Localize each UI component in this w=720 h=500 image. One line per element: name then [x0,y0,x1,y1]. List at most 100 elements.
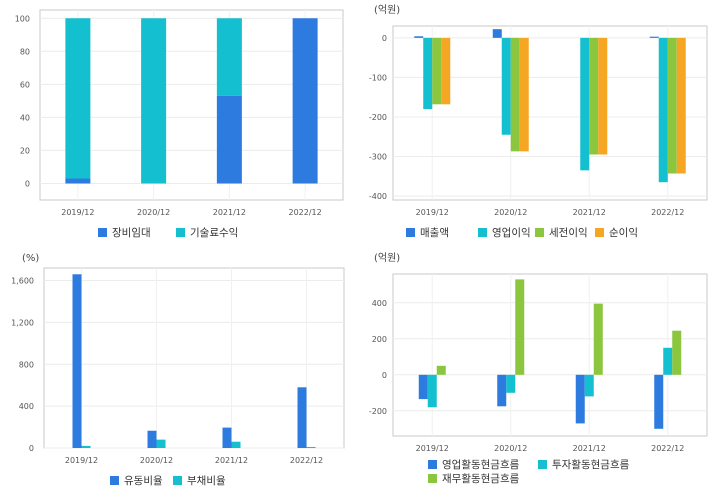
chart-ratios: (%) 0 400 800 1,200 1,600 2019/12 2020/12 2021/… [0,248,360,496]
y-tick-label: -100 [369,73,387,82]
bar [501,37,511,135]
legend-swatch [406,228,415,237]
bar [589,37,599,155]
bar [81,445,91,448]
legend-swatch [428,474,437,483]
x-tick-label: 2021/12 [573,208,606,217]
bar [222,427,232,448]
y-tick-label: 40 [20,113,30,122]
unit-label: (억원) [374,4,400,16]
bar [147,430,157,448]
legend-swatch [535,228,544,237]
chart-revenue-composition: 0 20 40 60 80 100 2019/12 2020/12 2021/12 2022/12… [0,0,360,248]
chart-svg: 0 20 40 60 80 100 2019/12 2020/12 2021/12 2022/12… [15,9,344,239]
legend-label: 재무활동현금흐름 [442,472,520,485]
bar [216,95,242,184]
bar [297,387,307,448]
bar [676,37,686,174]
y-tick-label: 60 [20,80,30,89]
bar [649,36,659,38]
legend-swatch [110,476,119,485]
y-tick-label: 0 [382,371,387,380]
y-tick-label: 400 [19,402,34,411]
bar [156,439,166,448]
y-tick-label: 100 [15,14,30,23]
plot-area [43,267,345,449]
bar [432,37,442,105]
bar [72,274,82,448]
y-tick-label: 0 [382,34,387,43]
legend-label: 투자활동현금흐름 [552,458,630,471]
bar [515,279,525,375]
x-tick-label: 2020/12 [137,208,170,217]
y-tick-label: 400 [372,299,387,308]
x-tick-label: 2021/12 [213,208,246,217]
legend-swatch [98,228,107,237]
legend-label: 장비임대 [112,226,151,239]
y-tick-label: -200 [369,113,387,122]
bar [306,446,316,448]
bar [584,374,594,397]
bar [414,36,424,38]
bar [506,374,516,393]
y-tick-label: 800 [19,360,34,369]
legend-swatch [595,228,604,237]
x-tick-label: 2020/12 [494,208,527,217]
legend-label: 기술료수익 [190,227,238,239]
bar [441,37,451,105]
chart-svg: (%) 0 400 800 1,200 1,600 2019/12 2020/12 2021/… [11,253,345,487]
legend-label: 유동비율 [124,475,163,487]
bar [418,374,428,400]
x-tick-label: 2022/12 [651,444,684,453]
legend-swatch [173,476,182,485]
unit-label: (억원) [374,252,400,264]
chart-cashflow: (억원) -200 0 200 400 2019/12 2020/12 2021/12 202… [360,248,720,496]
bar [667,37,677,174]
bar [593,303,603,375]
bar [654,374,664,429]
bar [216,18,242,96]
bar [436,365,446,375]
bar [672,330,682,375]
x-tick-label: 2021/12 [573,444,606,453]
y-tick-label: 20 [20,146,30,155]
x-tick-label: 2022/12 [290,456,323,465]
y-tick-label: 200 [372,335,387,344]
bar [519,37,529,152]
x-tick-label: 2022/12 [289,208,322,217]
x-tick-label: 2022/12 [651,208,684,217]
bar [65,18,91,179]
legend-swatch [176,228,185,237]
x-tick-label: 2019/12 [61,208,94,217]
bar [510,37,520,152]
bar [231,441,241,448]
x-tick-label: 2019/12 [65,456,98,465]
plot-area [39,9,344,201]
bar [598,37,608,155]
x-tick-label: 2019/12 [416,444,449,453]
y-tick-label: 1,200 [11,318,34,327]
y-tick-label: 80 [20,47,30,56]
unit-label: (%) [22,253,39,264]
legend-label: 매출액 [420,227,449,239]
legend-swatch [428,460,437,469]
chart-svg: (억원) 0 -100 -200 -300 -400 2019/12 2020/12 2021… [369,4,708,239]
x-tick-label: 2020/12 [494,444,527,453]
y-tick-label: -400 [369,192,387,201]
chart-svg: (억원) -200 0 200 400 2019/12 2020/12 2021/12 202… [369,252,708,485]
x-tick-label: 2019/12 [416,208,449,217]
bar [141,18,167,184]
legend-label: 부채비율 [187,475,226,487]
chart-income: (억원) 0 -100 -200 -300 -400 2019/12 2020/12 2021… [360,0,720,248]
bar [658,37,668,183]
bar [492,29,502,38]
legend-label: 순이익 [609,227,638,239]
y-tick-label: 1,600 [11,277,34,286]
legend-label: 영업이익 [492,226,531,239]
bar [575,374,585,424]
y-tick-label: 0 [29,444,34,453]
bar [292,18,318,184]
legend-label: 세전이익 [549,227,588,239]
legend-swatch [478,228,487,237]
legend-label: 영업활동현금흐름 [442,458,520,471]
